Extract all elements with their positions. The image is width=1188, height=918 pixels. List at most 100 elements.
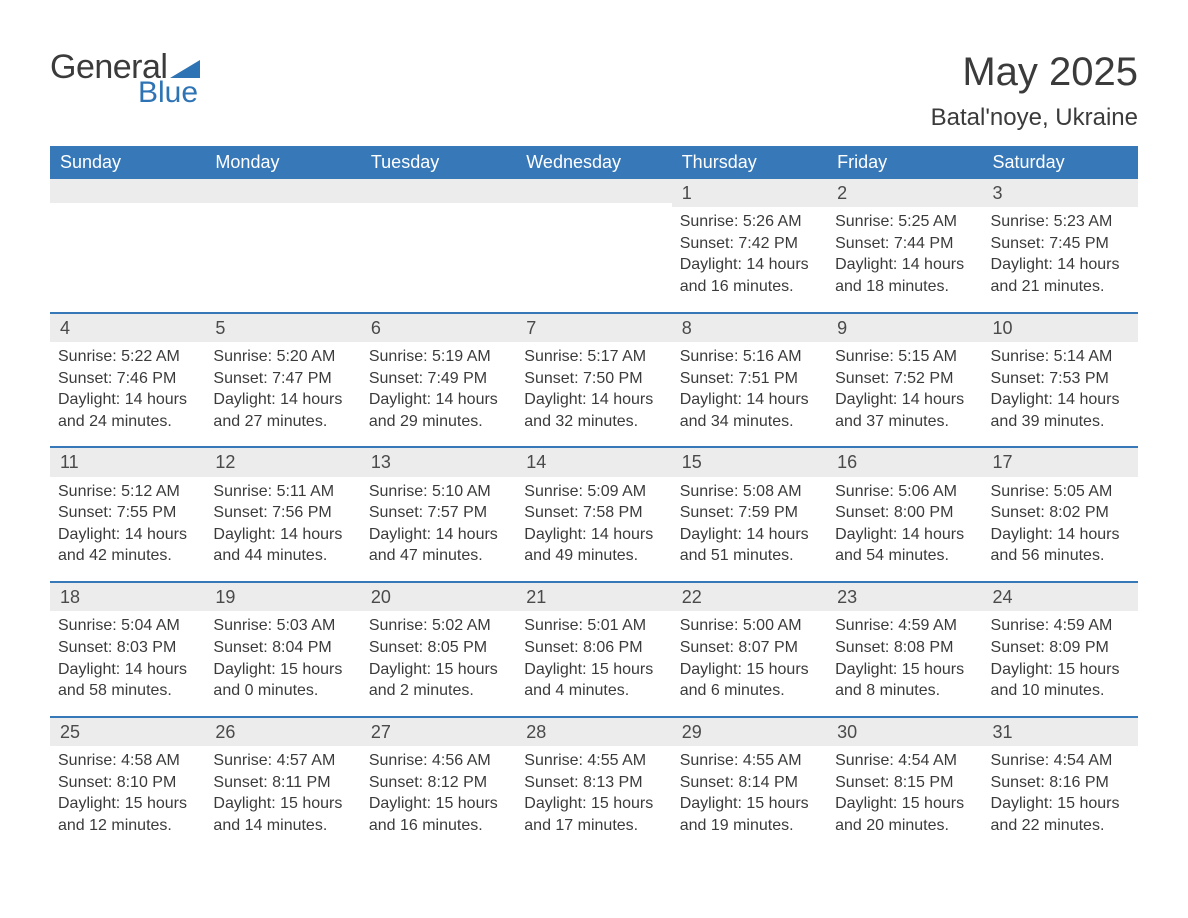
day-cell: 13 Sunrise: 5:10 AMSunset: 7:57 PMDayligh… bbox=[361, 448, 516, 581]
sunrise-line: Sunrise: 5:22 AM bbox=[58, 346, 197, 368]
month-title: May 2025 bbox=[931, 50, 1138, 94]
day-number: 30 bbox=[827, 718, 982, 746]
daylight-line-2: and 0 minutes. bbox=[213, 680, 352, 702]
day-cell bbox=[50, 179, 205, 312]
day-cell: 20Sunrise: 5:02 AMSunset: 8:05 PMDayligh… bbox=[361, 583, 516, 716]
daylight-line-1: Daylight: 15 hours bbox=[369, 659, 508, 681]
daylight-line-1: Daylight: 15 hours bbox=[213, 659, 352, 681]
location-label: Batal'noye, Ukraine bbox=[931, 104, 1138, 132]
daylight-line-2: and 20 minutes. bbox=[835, 815, 974, 837]
day-cell: 23Sunrise: 4:59 AMSunset: 8:08 PMDayligh… bbox=[827, 583, 982, 716]
day-number: 23 bbox=[827, 583, 982, 611]
daylight-line-1: Daylight: 14 hours bbox=[369, 389, 508, 411]
day-cell: 30Sunrise: 4:54 AMSunset: 8:15 PMDayligh… bbox=[827, 718, 982, 851]
day-number: 25 bbox=[50, 718, 205, 746]
sunrise-line: Sunrise: 5:14 AM bbox=[991, 346, 1130, 368]
sunset-line: Sunset: 8:16 PM bbox=[991, 772, 1130, 794]
day-number: 22 bbox=[672, 583, 827, 611]
daylight-line-2: and 34 minutes. bbox=[680, 411, 819, 433]
daylight-line-1: Daylight: 15 hours bbox=[369, 793, 508, 815]
daylight-line-1: Daylight: 14 hours bbox=[524, 524, 663, 546]
sunrise-line: Sunrise: 5:08 AM bbox=[680, 481, 819, 503]
daylight-line-1: Daylight: 15 hours bbox=[524, 793, 663, 815]
sunset-line: Sunset: 7:57 PM bbox=[369, 502, 508, 524]
daylight-line-2: and 24 minutes. bbox=[58, 411, 197, 433]
day-number: 19 bbox=[205, 583, 360, 611]
brand-word2: Blue bbox=[138, 78, 198, 108]
daylight-line-2: and 21 minutes. bbox=[991, 276, 1130, 298]
sunset-line: Sunset: 8:02 PM bbox=[991, 502, 1130, 524]
day-cell: 10Sunrise: 5:14 AMSunset: 7:53 PMDayligh… bbox=[983, 314, 1138, 447]
sunset-line: Sunset: 7:49 PM bbox=[369, 368, 508, 390]
day-cell: 16Sunrise: 5:06 AMSunset: 8:00 PMDayligh… bbox=[827, 448, 982, 581]
week-row: 1Sunrise: 5:26 AMSunset: 7:42 PMDaylight… bbox=[50, 179, 1138, 312]
sunset-line: Sunset: 8:13 PM bbox=[524, 772, 663, 794]
daylight-line-1: Daylight: 14 hours bbox=[58, 389, 197, 411]
calendar-grid: SundayMondayTuesdayWednesdayThursdayFrid… bbox=[50, 146, 1138, 850]
sunrise-line: Sunrise: 5:19 AM bbox=[369, 346, 508, 368]
day-cell bbox=[361, 179, 516, 312]
week-row: 18Sunrise: 5:04 AMSunset: 8:03 PMDayligh… bbox=[50, 581, 1138, 716]
sunrise-line: Sunrise: 4:55 AM bbox=[524, 750, 663, 772]
daylight-line-2: and 58 minutes. bbox=[58, 680, 197, 702]
week-row: 4Sunrise: 5:22 AMSunset: 7:46 PMDaylight… bbox=[50, 312, 1138, 447]
daylight-line-2: and 51 minutes. bbox=[680, 545, 819, 567]
day-cell: 17Sunrise: 5:05 AMSunset: 8:02 PMDayligh… bbox=[983, 448, 1138, 581]
day-number: 9 bbox=[827, 314, 982, 342]
day-cell: 28Sunrise: 4:55 AMSunset: 8:13 PMDayligh… bbox=[516, 718, 671, 851]
day-number: 27 bbox=[361, 718, 516, 746]
daylight-line-1: Daylight: 14 hours bbox=[991, 389, 1130, 411]
sunrise-line: Sunrise: 5:02 AM bbox=[369, 615, 508, 637]
daylight-line-2: and 6 minutes. bbox=[680, 680, 819, 702]
daylight-line-2: and 19 minutes. bbox=[680, 815, 819, 837]
sunrise-line: Sunrise: 4:54 AM bbox=[835, 750, 974, 772]
day-number: 5 bbox=[205, 314, 360, 342]
weekday-header-row: SundayMondayTuesdayWednesdayThursdayFrid… bbox=[50, 146, 1138, 179]
sunrise-line: Sunrise: 5:10 AM bbox=[369, 481, 508, 503]
sunrise-line: Sunrise: 4:54 AM bbox=[991, 750, 1130, 772]
day-cell: 2Sunrise: 5:25 AMSunset: 7:44 PMDaylight… bbox=[827, 179, 982, 312]
sunrise-line: Sunrise: 4:56 AM bbox=[369, 750, 508, 772]
weekday-header: Thursday bbox=[672, 146, 827, 179]
daylight-line-1: Daylight: 14 hours bbox=[680, 389, 819, 411]
weeks-container: 1Sunrise: 5:26 AMSunset: 7:42 PMDaylight… bbox=[50, 179, 1138, 850]
day-cell: 11Sunrise: 5:12 AMSunset: 7:55 PMDayligh… bbox=[50, 448, 205, 581]
day-number: 29 bbox=[672, 718, 827, 746]
day-number: 6 bbox=[361, 314, 516, 342]
sunrise-line: Sunrise: 5:09 AM bbox=[524, 481, 663, 503]
day-cell: 19Sunrise: 5:03 AMSunset: 8:04 PMDayligh… bbox=[205, 583, 360, 716]
daylight-line-2: and 27 minutes. bbox=[213, 411, 352, 433]
sunrise-line: Sunrise: 5:01 AM bbox=[524, 615, 663, 637]
daylight-line-1: Daylight: 14 hours bbox=[835, 524, 974, 546]
sunrise-line: Sunrise: 5:16 AM bbox=[680, 346, 819, 368]
header-row: General Blue May 2025 Batal'noye, Ukrain… bbox=[50, 50, 1138, 132]
sunrise-line: Sunrise: 5:05 AM bbox=[991, 481, 1130, 503]
daylight-line-2: and 10 minutes. bbox=[991, 680, 1130, 702]
sunset-line: Sunset: 7:59 PM bbox=[680, 502, 819, 524]
sunrise-line: Sunrise: 5:12 AM bbox=[58, 481, 197, 503]
sunset-line: Sunset: 7:44 PM bbox=[835, 233, 974, 255]
sunset-line: Sunset: 8:11 PM bbox=[213, 772, 352, 794]
daylight-line-1: Daylight: 15 hours bbox=[213, 793, 352, 815]
daylight-line-2: and 42 minutes. bbox=[58, 545, 197, 567]
day-cell: 21Sunrise: 5:01 AMSunset: 8:06 PMDayligh… bbox=[516, 583, 671, 716]
daylight-line-2: and 16 minutes. bbox=[680, 276, 819, 298]
day-cell: 22Sunrise: 5:00 AMSunset: 8:07 PMDayligh… bbox=[672, 583, 827, 716]
day-number: 1 bbox=[672, 179, 827, 207]
day-cell bbox=[205, 179, 360, 312]
daylight-line-2: and 14 minutes. bbox=[213, 815, 352, 837]
daylight-line-1: Daylight: 15 hours bbox=[835, 659, 974, 681]
day-number bbox=[516, 179, 671, 203]
day-number: 8 bbox=[672, 314, 827, 342]
day-number bbox=[205, 179, 360, 203]
daylight-line-1: Daylight: 14 hours bbox=[369, 524, 508, 546]
daylight-line-2: and 44 minutes. bbox=[213, 545, 352, 567]
day-cell: 24Sunrise: 4:59 AMSunset: 8:09 PMDayligh… bbox=[983, 583, 1138, 716]
daylight-line-1: Daylight: 14 hours bbox=[213, 389, 352, 411]
sunset-line: Sunset: 7:50 PM bbox=[524, 368, 663, 390]
day-number: 13 bbox=[361, 448, 516, 476]
week-row: 25Sunrise: 4:58 AMSunset: 8:10 PMDayligh… bbox=[50, 716, 1138, 851]
daylight-line-1: Daylight: 14 hours bbox=[58, 524, 197, 546]
day-number: 7 bbox=[516, 314, 671, 342]
sunset-line: Sunset: 7:47 PM bbox=[213, 368, 352, 390]
